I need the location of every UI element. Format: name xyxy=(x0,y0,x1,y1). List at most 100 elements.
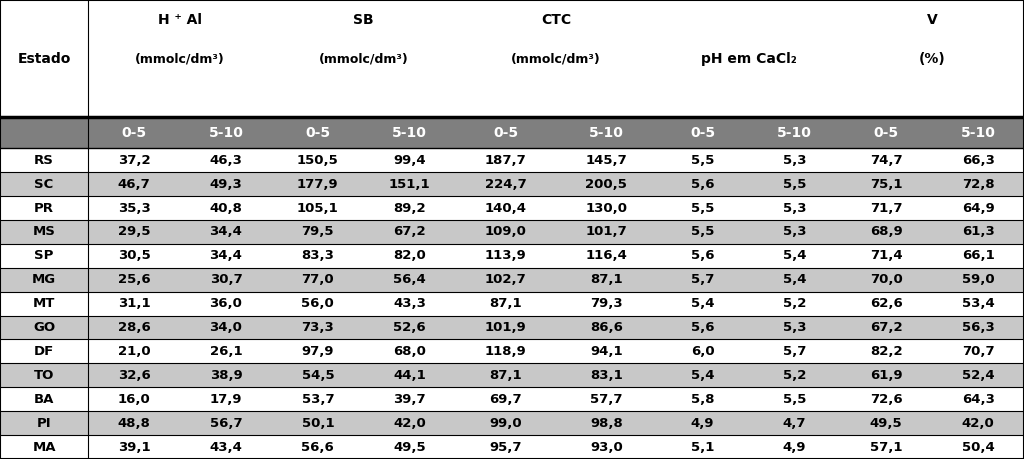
Text: 5,7: 5,7 xyxy=(782,345,806,358)
Text: 5,6: 5,6 xyxy=(691,249,714,263)
Bar xyxy=(0,148,1024,172)
Text: 61,3: 61,3 xyxy=(962,225,994,238)
Text: 86,6: 86,6 xyxy=(590,321,623,334)
Text: 52,6: 52,6 xyxy=(393,321,426,334)
Bar xyxy=(0,117,1024,148)
Text: 4,9: 4,9 xyxy=(782,441,806,453)
Bar xyxy=(0,39,1024,78)
Text: 56,6: 56,6 xyxy=(301,441,334,453)
Text: 50,4: 50,4 xyxy=(962,441,994,453)
Text: 62,6: 62,6 xyxy=(869,297,902,310)
Text: 0-5: 0-5 xyxy=(122,126,146,140)
Text: 73,3: 73,3 xyxy=(301,321,334,334)
Text: 25,6: 25,6 xyxy=(118,273,151,286)
Bar xyxy=(0,172,1024,196)
Text: 75,1: 75,1 xyxy=(870,178,902,190)
Text: 77,0: 77,0 xyxy=(301,273,334,286)
Text: 0-5: 0-5 xyxy=(494,126,518,140)
Text: 44,1: 44,1 xyxy=(393,369,426,382)
Text: 89,2: 89,2 xyxy=(393,202,426,214)
Text: 5,4: 5,4 xyxy=(691,297,714,310)
Text: 36,0: 36,0 xyxy=(210,297,243,310)
Text: 116,4: 116,4 xyxy=(586,249,628,263)
Text: 130,0: 130,0 xyxy=(586,202,628,214)
Text: 105,1: 105,1 xyxy=(297,202,339,214)
Text: 5,4: 5,4 xyxy=(782,249,806,263)
Text: 49,5: 49,5 xyxy=(870,417,902,430)
Text: MG: MG xyxy=(32,273,56,286)
Text: 5,6: 5,6 xyxy=(691,178,714,190)
Text: pH em CaCl₂: pH em CaCl₂ xyxy=(700,51,797,66)
Text: 57,1: 57,1 xyxy=(870,441,902,453)
Text: 79,3: 79,3 xyxy=(590,297,623,310)
Text: 26,1: 26,1 xyxy=(210,345,243,358)
Text: 53,4: 53,4 xyxy=(962,297,994,310)
Bar xyxy=(0,387,1024,411)
Text: 50,1: 50,1 xyxy=(301,417,334,430)
Text: 4,7: 4,7 xyxy=(782,417,806,430)
Bar xyxy=(0,316,1024,340)
Text: 71,7: 71,7 xyxy=(870,202,902,214)
Text: SB: SB xyxy=(353,12,374,27)
Text: 5,3: 5,3 xyxy=(782,202,806,214)
Text: 5-10: 5-10 xyxy=(209,126,244,140)
Text: 59,0: 59,0 xyxy=(962,273,994,286)
Text: V: V xyxy=(927,12,938,27)
Text: 83,1: 83,1 xyxy=(590,369,623,382)
Bar xyxy=(0,411,1024,435)
Text: 21,0: 21,0 xyxy=(118,345,151,358)
Text: 66,1: 66,1 xyxy=(962,249,994,263)
Text: MA: MA xyxy=(33,441,56,453)
Text: 71,4: 71,4 xyxy=(870,249,902,263)
Text: 72,8: 72,8 xyxy=(962,178,994,190)
Text: 93,0: 93,0 xyxy=(590,441,623,453)
Text: 5,7: 5,7 xyxy=(691,273,714,286)
Text: 68,9: 68,9 xyxy=(869,225,902,238)
Text: 140,4: 140,4 xyxy=(485,202,527,214)
Text: 4,9: 4,9 xyxy=(691,417,714,430)
Text: 5,4: 5,4 xyxy=(691,369,714,382)
Text: PI: PI xyxy=(37,417,51,430)
Text: 56,7: 56,7 xyxy=(210,417,243,430)
Text: 5-10: 5-10 xyxy=(392,126,427,140)
Text: 30,5: 30,5 xyxy=(118,249,151,263)
Text: 40,8: 40,8 xyxy=(210,202,243,214)
Text: 29,5: 29,5 xyxy=(118,225,151,238)
Text: 49,3: 49,3 xyxy=(210,178,243,190)
Bar xyxy=(0,268,1024,291)
Text: 56,4: 56,4 xyxy=(393,273,426,286)
Text: 53,7: 53,7 xyxy=(301,393,334,406)
Text: 28,6: 28,6 xyxy=(118,321,151,334)
Text: 5,5: 5,5 xyxy=(691,202,714,214)
Text: 5,2: 5,2 xyxy=(782,297,806,310)
Text: 61,9: 61,9 xyxy=(870,369,902,382)
Text: 67,2: 67,2 xyxy=(870,321,902,334)
Text: 56,3: 56,3 xyxy=(962,321,994,334)
Bar xyxy=(0,196,1024,220)
Text: 151,1: 151,1 xyxy=(389,178,430,190)
Text: 32,6: 32,6 xyxy=(118,369,151,382)
Bar xyxy=(0,220,1024,244)
Text: 38,9: 38,9 xyxy=(210,369,243,382)
Text: RS: RS xyxy=(34,154,54,167)
Text: MT: MT xyxy=(33,297,55,310)
Text: 70,7: 70,7 xyxy=(962,345,994,358)
Bar xyxy=(0,0,1024,39)
Text: 79,5: 79,5 xyxy=(302,225,334,238)
Text: H ⁺ Al: H ⁺ Al xyxy=(158,12,202,27)
Text: 109,0: 109,0 xyxy=(485,225,526,238)
Text: 94,1: 94,1 xyxy=(590,345,623,358)
Text: 34,4: 34,4 xyxy=(210,225,243,238)
Text: 0-5: 0-5 xyxy=(873,126,899,140)
Text: TO: TO xyxy=(34,369,54,382)
Text: 101,9: 101,9 xyxy=(485,321,526,334)
Text: 5,3: 5,3 xyxy=(782,154,806,167)
Text: SC: SC xyxy=(35,178,53,190)
Text: 82,2: 82,2 xyxy=(870,345,902,358)
Text: 34,4: 34,4 xyxy=(210,249,243,263)
Text: 5,1: 5,1 xyxy=(691,441,714,453)
Text: 200,5: 200,5 xyxy=(586,178,628,190)
Text: 48,8: 48,8 xyxy=(118,417,151,430)
Text: 34,0: 34,0 xyxy=(210,321,243,334)
Text: 113,9: 113,9 xyxy=(485,249,526,263)
